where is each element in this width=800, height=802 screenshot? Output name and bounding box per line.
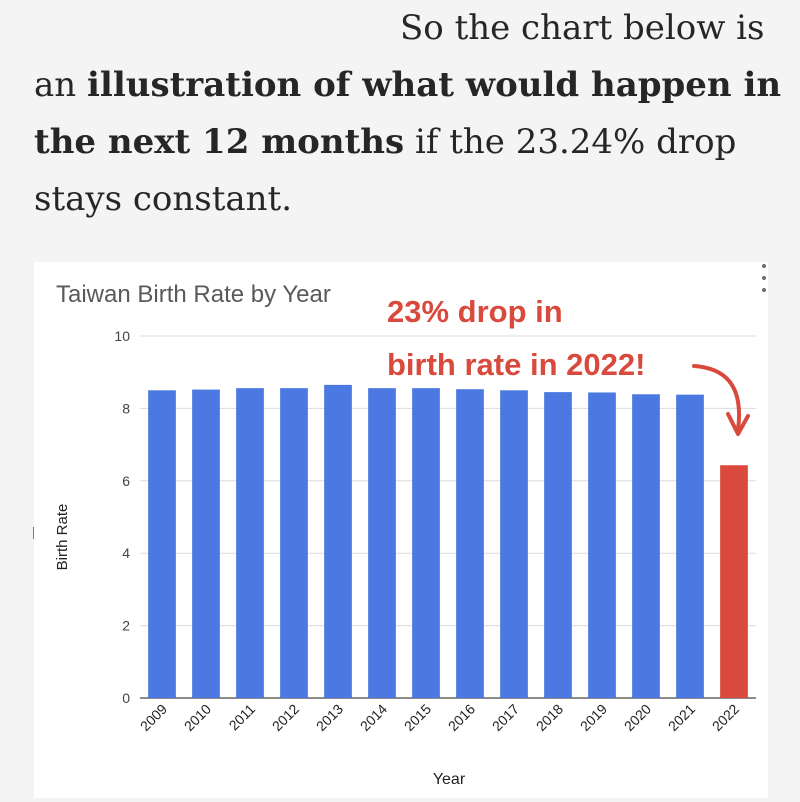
article-line-1-text: So the chart below is [400, 8, 765, 48]
article-line-4-text: stays constant. [34, 179, 293, 219]
bar-2011 [236, 388, 264, 698]
x-tick-label: 2016 [445, 701, 478, 734]
x-axis-label: Year [433, 771, 466, 788]
bar-2015 [412, 388, 440, 698]
bar-2018 [544, 392, 572, 698]
annotation-line-2: birth rate in 2022! [387, 347, 645, 382]
y-axis-ticks: 0 2 4 6 8 10 [114, 328, 130, 706]
y-tick-label: 2 [122, 618, 130, 634]
drop-annotation: 23% drop in birth rate in 2022! [387, 294, 750, 436]
x-axis-ticks: 2009 2010 2011 2012 2013 2014 2015 2016 2017 2018… [137, 701, 742, 734]
y-axis-label: Birth Rate [54, 504, 71, 571]
article-line-1: So the chart below is [400, 8, 764, 48]
x-tick-label: 2015 [401, 701, 434, 734]
x-tick-label: 2017 [489, 701, 522, 734]
article-line-3-suffix: if the 23.24% drop [404, 122, 737, 162]
y-tick-label: 6 [122, 473, 130, 489]
x-tick-label: 2011 [226, 701, 259, 734]
x-tick-label: 2021 [665, 701, 698, 734]
article-line-2: an illustration of what would happen in [34, 65, 781, 105]
bar-2010 [192, 389, 220, 698]
x-tick-label: 2022 [709, 701, 742, 734]
annotation-arrowhead [726, 412, 750, 436]
article-line-3: the next 12 months if the 23.24% drop [34, 122, 736, 162]
x-tick-label: 2009 [137, 701, 170, 734]
x-tick-label: 2013 [313, 701, 346, 734]
chart-bars [148, 384, 748, 698]
article-line-3-bold: the next 12 months [34, 122, 405, 162]
more-options-icon[interactable] [758, 264, 770, 292]
y-tick-label: 8 [122, 400, 130, 416]
x-tick-label: 2018 [533, 701, 566, 734]
article-line-4: stays constant. [34, 179, 292, 219]
x-tick-label: 2020 [621, 701, 654, 734]
bar-2009 [148, 390, 176, 698]
bar-2021 [676, 394, 704, 698]
article-text: So the chart below is an illustration of… [0, 0, 800, 250]
annotation-arrow-curve [692, 364, 742, 432]
bar-2020 [632, 394, 660, 698]
bar-2022 [720, 465, 748, 698]
x-tick-label: 2019 [577, 701, 610, 734]
x-tick-label: 2010 [181, 701, 214, 734]
chart-title: Taiwan Birth Rate by Year [56, 281, 331, 308]
annotation-line-1: 23% drop in [387, 294, 563, 329]
bar-2019 [588, 392, 616, 698]
bar-2017 [500, 390, 528, 698]
bar-2012 [280, 388, 308, 698]
x-tick-label: 2014 [357, 701, 390, 734]
y-tick-label: 10 [114, 328, 130, 344]
y-tick-label: 0 [122, 690, 130, 706]
bar-2014 [368, 388, 396, 698]
y-tick-label: 4 [122, 545, 130, 561]
chart-card: Taiwan Birth Rate by Year 0 2 4 6 8 10 2009 20… [34, 262, 768, 798]
bar-2013 [324, 384, 352, 698]
bar-2016 [456, 389, 484, 698]
article-line-2-prefix: an [34, 65, 87, 105]
article-line-2-bold: illustration of what would happen in [86, 65, 782, 105]
chart-grid [140, 335, 756, 699]
x-tick-label: 2012 [269, 701, 302, 734]
